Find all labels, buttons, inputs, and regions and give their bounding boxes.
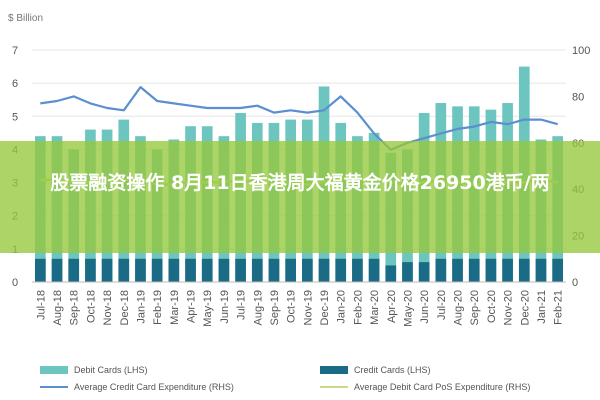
x-tick-label: Jan-20 — [336, 290, 348, 324]
bar-credit-cards — [151, 258, 163, 282]
x-tick-label: Apr-19 — [186, 290, 198, 323]
x-tick-label: Jul-19 — [236, 290, 248, 320]
x-tick-label: Dec-18 — [119, 290, 131, 325]
bar-credit-cards — [502, 258, 513, 282]
x-tick-label: Aug-18 — [52, 290, 64, 325]
y-right-tick-label: 80 — [572, 91, 584, 103]
bar-credit-cards — [235, 258, 246, 282]
bar-credit-cards — [285, 258, 296, 282]
x-tick-label: Jul-18 — [35, 290, 47, 320]
bar-credit-cards — [85, 258, 96, 282]
bar-credit-cards — [101, 258, 113, 282]
bar-credit-cards — [385, 265, 397, 282]
bar-credit-cards — [318, 258, 330, 282]
bar-credit-cards — [185, 258, 196, 282]
bar-credit-cards — [268, 258, 280, 282]
bar-credit-cards — [335, 258, 347, 282]
bar-credit-cards — [468, 258, 480, 282]
bar-credit-cards — [251, 258, 263, 282]
bar-credit-cards — [168, 258, 180, 282]
bar-credit-cards — [535, 258, 547, 282]
legend-credit-expenditure: Average Credit Card Expenditure (RHS) — [40, 382, 234, 392]
bar-credit-cards — [118, 258, 130, 282]
bar-credit-cards — [435, 258, 447, 282]
legend-label-debit-pos: Average Debit Card PoS Expenditure (RHS) — [354, 382, 531, 392]
bar-credit-cards — [402, 262, 413, 282]
x-tick-label: Aug-20 — [453, 290, 465, 325]
x-tick-label: Mar-19 — [169, 290, 181, 325]
bar-credit-cards — [35, 258, 46, 282]
bar-credit-cards — [302, 258, 313, 282]
bar-credit-cards — [135, 258, 146, 282]
bar-credit-cards — [51, 258, 63, 282]
bar-credit-cards — [452, 258, 463, 282]
x-tick-label: Nov-19 — [302, 290, 314, 325]
legend-swatch-credit — [320, 366, 348, 374]
x-tick-label: Nov-20 — [503, 290, 515, 325]
x-tick-label: Aug-19 — [252, 290, 264, 325]
x-tick-label: Feb-19 — [152, 290, 164, 325]
x-tick-label: Jan-21 — [536, 290, 548, 324]
legend-debit-pos-expenditure: Average Debit Card PoS Expenditure (RHS) — [320, 382, 530, 392]
x-tick-label: Jul-20 — [436, 290, 448, 320]
x-tick-label: Mar-20 — [369, 290, 381, 325]
x-tick-label: Sep-20 — [469, 290, 481, 325]
legend-debit-cards: Debit Cards (LHS) — [40, 365, 148, 375]
legend-swatch-credit-line — [40, 386, 68, 388]
legend-label-credit: Credit Cards (LHS) — [354, 365, 431, 375]
legend-swatch-debit-line — [320, 386, 348, 388]
bar-credit-cards — [352, 258, 363, 282]
x-tick-label: May-19 — [202, 290, 214, 327]
y-left-tick-label: 7 — [12, 45, 18, 57]
x-tick-label: Feb-21 — [553, 290, 565, 325]
bar-credit-cards — [218, 258, 230, 282]
left-axis-unit: $ Billion — [8, 13, 43, 24]
legend-swatch-debit — [40, 366, 68, 374]
bar-credit-cards — [201, 258, 213, 282]
x-tick-label: Feb-20 — [352, 290, 364, 325]
y-left-tick-label: 0 — [12, 277, 18, 289]
x-tick-label: Nov-18 — [102, 290, 114, 325]
y-right-tick-label: 0 — [572, 277, 578, 289]
bar-credit-cards — [485, 258, 497, 282]
x-tick-label: Sep-18 — [69, 290, 81, 325]
banner-title: 股票融资操作 8月11日香港周大福黄金价格26950港币/两 — [50, 172, 550, 194]
x-tick-label: Jan-19 — [135, 290, 147, 324]
x-tick-label: Oct-19 — [286, 290, 298, 323]
y-left-tick-label: 6 — [12, 78, 18, 90]
x-tick-label: Jun-20 — [419, 290, 431, 324]
legend-credit-cards: Credit Cards (LHS) — [320, 365, 431, 375]
x-tick-label: Oct-18 — [85, 290, 97, 323]
legend-label-credit-exp: Average Credit Card Expenditure (RHS) — [74, 382, 234, 392]
bar-credit-cards — [518, 258, 530, 282]
x-tick-label: Dec-20 — [519, 290, 531, 325]
title-banner: 股票融资操作 8月11日香港周大福黄金价格26950港币/两 — [0, 141, 600, 253]
x-tick-label: Sep-19 — [269, 290, 281, 325]
y-left-tick-label: 5 — [12, 111, 18, 123]
y-right-tick-label: 100 — [572, 45, 590, 57]
bar-credit-cards — [368, 258, 380, 282]
x-tick-label: May-20 — [402, 290, 414, 327]
x-tick-label: Jun-19 — [219, 290, 231, 324]
x-tick-label: Apr-20 — [386, 290, 398, 323]
bar-credit-cards — [418, 262, 430, 282]
line-credit-card-expenditure — [40, 85, 558, 151]
x-tick-label: Dec-19 — [319, 290, 331, 325]
legend: Debit Cards (LHS) Credit Cards (LHS) Ave… — [0, 355, 600, 400]
bar-credit-cards — [552, 258, 563, 282]
bar-credit-cards — [68, 258, 80, 282]
legend-label-debit: Debit Cards (LHS) — [74, 365, 148, 375]
x-tick-label: Oct-20 — [486, 290, 498, 323]
